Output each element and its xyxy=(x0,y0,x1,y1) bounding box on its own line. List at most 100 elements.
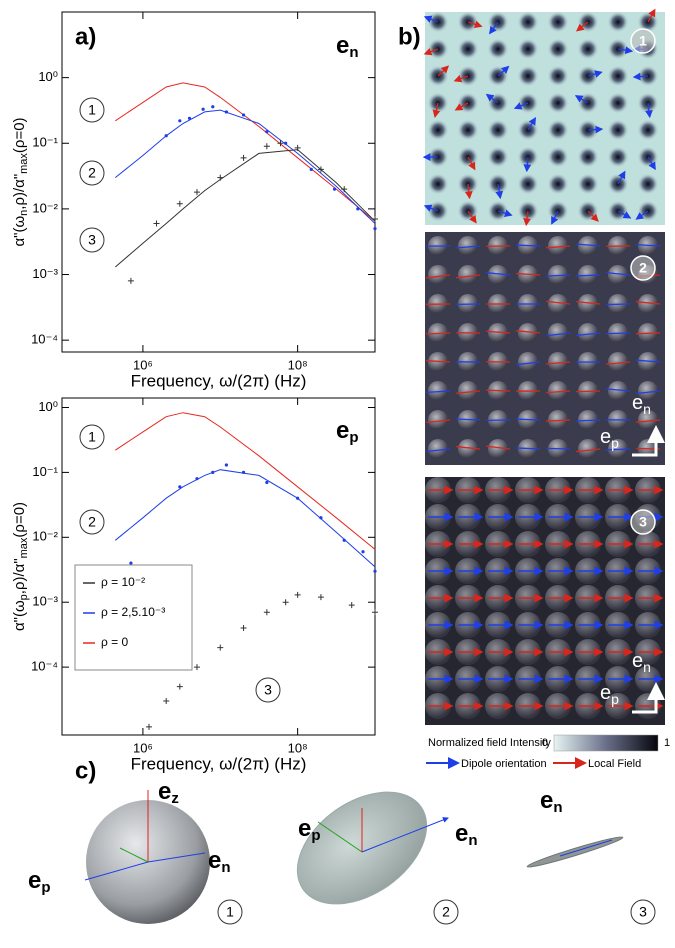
axis-label-base: e xyxy=(632,392,643,414)
field-hole xyxy=(487,38,509,60)
vector-label-base: e xyxy=(28,867,41,894)
curve-number-text: 2 xyxy=(88,165,96,181)
field-arrow xyxy=(545,332,571,337)
field-hole xyxy=(547,173,569,195)
y-axis-label-part: ,ρ)/α" xyxy=(11,174,28,210)
colorbar-max: 1 xyxy=(664,737,670,749)
vector-label: ep xyxy=(28,867,51,896)
field-hole xyxy=(547,65,569,87)
field-arrow xyxy=(523,210,531,227)
field-particle xyxy=(578,294,598,314)
data-point xyxy=(240,154,247,161)
field-hole xyxy=(607,92,629,114)
field-arrow xyxy=(515,447,541,450)
field-arrow xyxy=(515,272,541,276)
field-arrow xyxy=(545,447,571,450)
axis-label: ep xyxy=(600,426,619,450)
field-particle xyxy=(548,294,568,314)
map-number-text: 1 xyxy=(639,33,647,49)
annotation-sub: p xyxy=(349,429,358,446)
data-point xyxy=(356,207,360,211)
field-arrow xyxy=(425,448,451,453)
data-line xyxy=(114,109,376,224)
data-point xyxy=(348,602,355,609)
legend-label: ρ = 2,5.10⁻³ xyxy=(101,605,165,619)
data-point xyxy=(317,166,324,173)
field-particle xyxy=(548,236,568,256)
curve-number xyxy=(79,509,105,535)
field-arrow xyxy=(515,244,541,247)
field-arrow xyxy=(545,390,571,394)
y-tick-label: 10⁻² xyxy=(32,529,58,544)
field-hole xyxy=(547,38,569,60)
field-arrow xyxy=(605,361,631,365)
curve-number xyxy=(79,424,105,450)
field-arrow xyxy=(587,70,603,78)
axis-label-base: e xyxy=(600,682,611,704)
annotation-base: e xyxy=(336,32,349,59)
field-hole xyxy=(547,119,569,141)
field-particle xyxy=(548,352,568,372)
curve-number xyxy=(255,677,281,703)
axis-label-sub: n xyxy=(643,659,651,675)
field-arrow xyxy=(635,419,661,423)
curve-number xyxy=(79,160,105,186)
vector-label-sub: z xyxy=(171,790,179,807)
y-axis-label-part: max xyxy=(18,153,30,174)
legend-label: ρ = 0 xyxy=(101,635,129,649)
y-axis-label: α"(ωp,ρ)/α"max(ρ=0) xyxy=(11,502,30,631)
field-arrow xyxy=(513,102,529,110)
vector-label: ez xyxy=(158,778,179,807)
legend-text: Local Field xyxy=(588,758,641,770)
field-arrow xyxy=(453,74,469,83)
field-arrow xyxy=(495,183,504,200)
field-particle xyxy=(458,381,478,401)
field-arrow xyxy=(617,46,634,54)
field-particle xyxy=(608,352,628,372)
shape-number-text: 3 xyxy=(639,904,647,920)
data-line xyxy=(115,82,376,222)
vector-label-sub: n xyxy=(468,832,477,849)
data-point xyxy=(240,625,247,632)
shape-number-text: 2 xyxy=(442,904,450,920)
vector-label: ep xyxy=(298,815,321,844)
y-axis-label-part: max xyxy=(18,537,30,558)
vector-label-base: e xyxy=(455,820,468,847)
field-arrow xyxy=(489,21,499,35)
field-particle xyxy=(638,236,658,256)
field-arrow xyxy=(432,102,441,118)
data-point xyxy=(319,516,323,520)
field-hole xyxy=(577,146,599,168)
field-hole xyxy=(607,146,629,168)
data-point xyxy=(217,174,224,181)
field-hole xyxy=(427,173,449,195)
vector-label-sub: n xyxy=(553,799,562,816)
field-particle xyxy=(458,439,478,459)
field-particle xyxy=(428,265,448,285)
field-arrow xyxy=(437,65,450,77)
field-arrow xyxy=(425,332,451,335)
vector-label-base: e xyxy=(158,778,171,805)
axis-label: en xyxy=(632,392,651,416)
field-particle xyxy=(608,381,628,401)
map-number-text: 3 xyxy=(639,514,647,530)
axes-glyph xyxy=(632,425,665,714)
annotation-sub: n xyxy=(349,44,358,61)
field-particle xyxy=(548,381,568,401)
field-particle xyxy=(518,323,538,343)
data-point xyxy=(224,110,228,114)
vector-label: en xyxy=(208,847,231,876)
field-arrow xyxy=(545,274,571,277)
field-arrow xyxy=(575,243,601,247)
field-arrow xyxy=(467,20,483,29)
field-particle xyxy=(608,265,628,285)
field-arrow xyxy=(635,243,661,247)
shape-number-text: 1 xyxy=(226,904,234,920)
field-particle xyxy=(428,381,448,401)
field-particle xyxy=(578,236,598,256)
vector-label-base: e xyxy=(208,847,221,874)
vector-label-base: e xyxy=(540,787,553,814)
field-arrow xyxy=(485,93,499,104)
curve-number-text: 2 xyxy=(88,514,96,530)
field-particle xyxy=(638,352,658,372)
